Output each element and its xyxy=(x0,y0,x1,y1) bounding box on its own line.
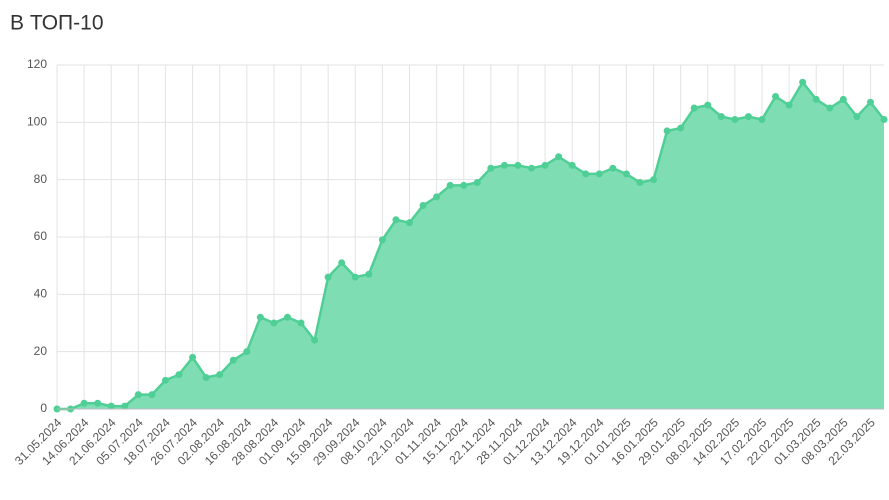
point xyxy=(677,124,685,132)
point xyxy=(636,179,644,187)
point xyxy=(568,161,576,169)
point xyxy=(243,348,251,356)
point xyxy=(433,193,441,201)
point xyxy=(528,164,536,172)
point xyxy=(866,98,874,106)
point xyxy=(324,273,332,281)
point xyxy=(744,113,752,121)
point xyxy=(175,371,183,379)
area xyxy=(57,82,884,409)
point xyxy=(392,216,400,224)
point xyxy=(216,371,224,379)
point xyxy=(514,161,522,169)
point xyxy=(500,161,508,169)
point xyxy=(758,115,766,123)
point xyxy=(487,164,495,172)
point xyxy=(94,399,102,407)
point xyxy=(622,170,630,178)
point xyxy=(595,170,603,178)
point xyxy=(473,179,481,187)
point xyxy=(378,236,386,244)
point xyxy=(731,115,739,123)
point xyxy=(338,259,346,267)
point xyxy=(351,273,359,281)
point xyxy=(229,356,237,364)
point xyxy=(555,153,563,161)
point xyxy=(460,181,468,189)
point xyxy=(202,373,210,381)
chart-title: В ТОП-10 xyxy=(10,12,104,35)
point xyxy=(419,201,427,209)
y-tick-label: 100 xyxy=(27,115,47,129)
point xyxy=(270,319,278,327)
point xyxy=(853,113,861,121)
point xyxy=(582,170,590,178)
point xyxy=(812,95,820,103)
point xyxy=(446,181,454,189)
y-tick-label: 0 xyxy=(40,401,47,415)
point xyxy=(161,376,169,384)
point xyxy=(256,313,264,321)
point xyxy=(107,402,115,410)
point xyxy=(690,104,698,112)
point xyxy=(80,399,88,407)
point xyxy=(297,319,305,327)
point xyxy=(148,391,156,399)
point xyxy=(365,270,373,278)
point xyxy=(717,113,725,121)
point xyxy=(134,391,142,399)
point xyxy=(785,101,793,109)
y-tick-label: 120 xyxy=(27,57,47,71)
point xyxy=(609,164,617,172)
point xyxy=(541,161,549,169)
y-tick-label: 80 xyxy=(34,172,48,186)
y-tick-label: 40 xyxy=(34,287,48,301)
y-tick-label: 60 xyxy=(34,229,48,243)
point xyxy=(311,336,319,344)
point xyxy=(880,115,888,123)
point xyxy=(839,95,847,103)
point xyxy=(663,127,671,135)
point xyxy=(772,93,780,101)
point xyxy=(121,402,129,410)
point xyxy=(283,313,291,321)
y-tick-label: 20 xyxy=(34,344,48,358)
point xyxy=(799,78,807,86)
point xyxy=(704,101,712,109)
point xyxy=(405,219,413,227)
point xyxy=(826,104,834,112)
point xyxy=(650,176,658,184)
point xyxy=(189,353,197,361)
